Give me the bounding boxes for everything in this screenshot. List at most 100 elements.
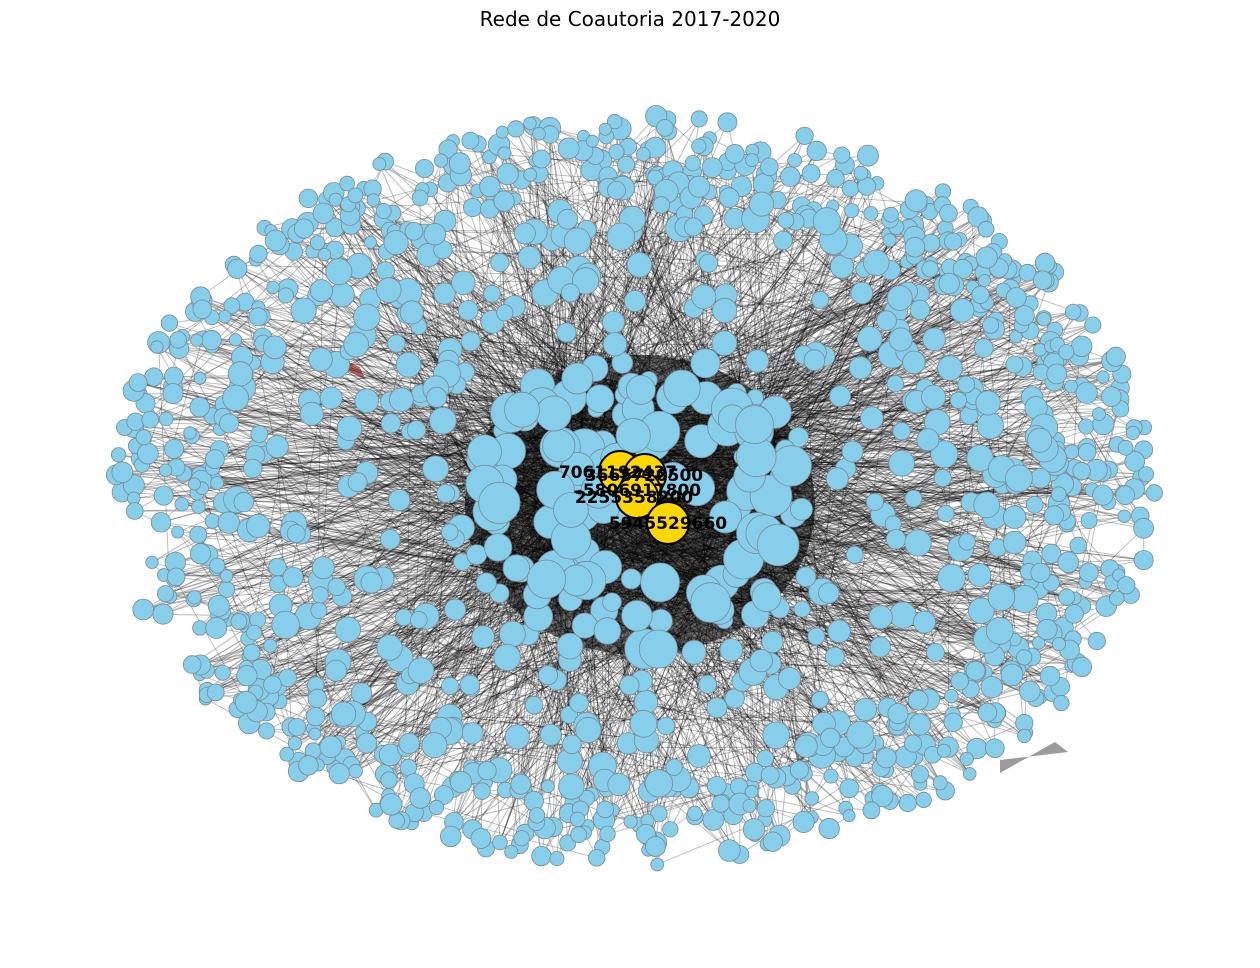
author-node xyxy=(330,701,357,727)
network-edge xyxy=(235,339,620,785)
author-node xyxy=(343,331,370,358)
author-node xyxy=(827,619,851,644)
author-node xyxy=(909,299,931,321)
author-node xyxy=(1145,484,1163,502)
author-node xyxy=(662,821,679,838)
author-node xyxy=(308,727,322,741)
author-node xyxy=(825,467,849,491)
author-node xyxy=(949,391,968,409)
author-node xyxy=(558,773,585,800)
network-edge xyxy=(392,213,481,461)
author-node xyxy=(271,610,300,640)
author-node xyxy=(441,523,459,541)
author-node xyxy=(724,144,745,164)
network-edge xyxy=(520,684,630,785)
author-node xyxy=(944,232,963,251)
network-edge xyxy=(719,609,874,800)
author-node xyxy=(1016,649,1033,666)
network-edge xyxy=(433,163,461,746)
network-edge xyxy=(236,268,340,742)
author-node xyxy=(171,525,185,539)
author-node xyxy=(684,155,701,172)
outline-edge xyxy=(485,789,520,849)
author-node xyxy=(717,839,741,862)
author-node xyxy=(310,601,328,619)
network-edge xyxy=(1053,381,1135,490)
author-node xyxy=(348,763,363,779)
author-node xyxy=(461,722,484,745)
network-edge xyxy=(997,440,1041,548)
network-edge xyxy=(219,615,899,715)
author-node xyxy=(975,246,998,269)
author-node xyxy=(477,761,497,781)
author-node xyxy=(892,422,911,441)
author-node xyxy=(761,630,784,654)
author-node xyxy=(265,435,289,459)
network-edge xyxy=(766,596,861,735)
author-node xyxy=(886,375,905,393)
author-node xyxy=(162,383,184,405)
author-node xyxy=(1051,637,1066,652)
network-edge xyxy=(156,346,493,513)
network-edge xyxy=(215,502,500,570)
author-node xyxy=(1125,425,1141,440)
author-node xyxy=(719,638,744,662)
author-node xyxy=(187,477,201,491)
network-edge xyxy=(751,547,962,792)
author-node xyxy=(246,513,271,539)
author-node xyxy=(248,307,268,327)
author-node xyxy=(421,732,448,759)
author-node xyxy=(1092,407,1106,421)
author-node xyxy=(387,334,406,353)
author-node xyxy=(560,283,580,303)
network-edge xyxy=(577,236,915,379)
author-node xyxy=(569,811,586,828)
author-node xyxy=(742,798,757,813)
author-node xyxy=(937,355,963,381)
hub-label: 2255358200 xyxy=(575,488,693,508)
network-edge xyxy=(576,174,656,379)
author-node xyxy=(441,677,460,696)
author-node xyxy=(1005,464,1033,493)
author-node xyxy=(380,529,401,550)
author-node xyxy=(504,844,519,859)
author-node xyxy=(569,693,589,713)
author-node xyxy=(217,310,232,324)
author-node xyxy=(812,207,842,236)
author-node xyxy=(1138,466,1155,483)
author-node xyxy=(372,157,387,171)
author-node xyxy=(298,188,319,209)
network-edge xyxy=(201,308,503,481)
author-node xyxy=(429,406,457,435)
author-node xyxy=(863,206,879,221)
author-node xyxy=(193,371,207,385)
author-node xyxy=(1046,363,1068,385)
author-node xyxy=(976,412,1004,440)
author-node xyxy=(562,734,582,755)
outline-edge xyxy=(952,714,1025,737)
network-edge xyxy=(658,648,970,686)
author-node xyxy=(926,643,945,662)
author-node xyxy=(150,512,172,533)
network-edge xyxy=(440,648,645,729)
author-node xyxy=(756,523,800,567)
author-node xyxy=(319,735,343,759)
author-node xyxy=(204,449,225,470)
author-node xyxy=(299,401,324,426)
author-node xyxy=(483,533,513,562)
author-node xyxy=(607,773,631,797)
author-node xyxy=(539,723,562,746)
network-edge xyxy=(706,308,980,399)
author-node xyxy=(356,732,378,754)
author-node xyxy=(1044,505,1065,526)
author-node xyxy=(311,556,335,580)
author-node xyxy=(844,203,860,219)
author-node xyxy=(706,697,728,719)
author-node xyxy=(853,165,869,181)
author-node xyxy=(820,727,841,749)
author-node xyxy=(409,787,431,809)
author-node xyxy=(962,767,977,781)
author-node xyxy=(818,817,840,840)
author-node xyxy=(1069,536,1088,555)
network-edge xyxy=(390,423,451,533)
